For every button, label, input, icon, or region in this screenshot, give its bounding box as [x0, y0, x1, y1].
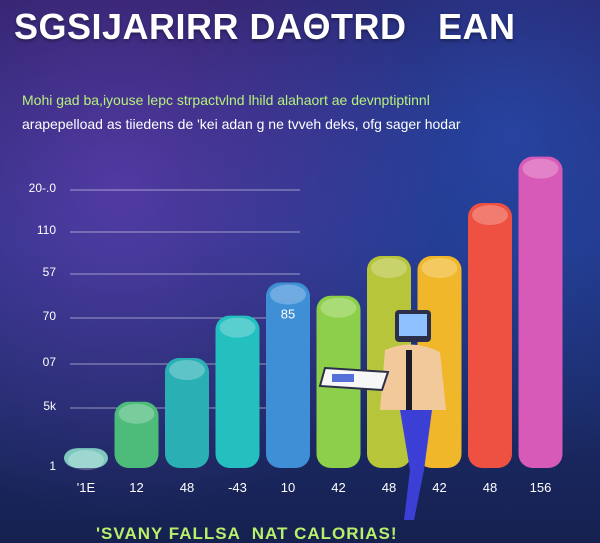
y-tick-label: 07	[43, 355, 57, 369]
x-tick-label: 48	[382, 480, 396, 495]
bar	[266, 282, 310, 468]
bar-icon	[320, 297, 357, 318]
x-tick-label: -43	[228, 480, 247, 495]
bar-icon	[68, 450, 104, 471]
x-tick-label: 48	[180, 480, 194, 495]
x-tick-label: 12	[129, 480, 143, 495]
y-tick-label: 110	[37, 223, 56, 237]
y-tick-label: 57	[43, 265, 57, 279]
bar	[114, 401, 159, 468]
x-tick-label: 42	[331, 480, 345, 495]
chart-footer-caption: 'SVANY FALLSA NAT CALORIAS!	[96, 524, 398, 543]
chart-title: SGSIJARIRR DAΘTRD EAN	[14, 6, 516, 47]
person-with-tablet-illustration	[318, 310, 446, 520]
bar-value-label: 85	[281, 307, 295, 322]
bar	[215, 315, 260, 468]
chart-subtitle-line2: arapepelload as tiiedens de 'kei adan g …	[22, 116, 461, 132]
bar	[518, 156, 563, 468]
x-tick-label: 10	[281, 480, 295, 495]
bar-icon	[421, 258, 458, 278]
bar-value-labels: 85	[281, 307, 295, 322]
x-axis-ticks: '1E 12 48 -43 10 42 48 42 48 156	[77, 480, 552, 495]
y-tick-label: 1	[49, 459, 56, 473]
x-tick-label: '1E	[77, 480, 96, 495]
y-tick-label: 70	[43, 309, 57, 323]
bars	[64, 156, 563, 471]
y-tick-label: 20-.0	[29, 181, 57, 195]
bar-icon	[472, 205, 508, 225]
bar-icon	[371, 258, 407, 278]
bar	[165, 358, 209, 468]
bar-icon	[169, 360, 205, 381]
bar-icon	[270, 284, 306, 305]
x-tick-label: 42	[432, 480, 446, 495]
bar	[64, 448, 108, 468]
x-tick-label: 48	[483, 480, 497, 495]
grid-lines	[70, 189, 300, 409]
y-tick-label: 5k	[43, 399, 57, 413]
bar-icon	[219, 317, 256, 338]
bar-icon	[118, 403, 155, 424]
bar	[468, 203, 512, 468]
x-tick-label: 156	[530, 480, 552, 495]
chart-subtitle-line1: Mohi gad ba,iyouse lepc strpactvlnd lhil…	[22, 92, 430, 108]
y-axis-ticks: 20-.0 110 57 70 07 5k 1	[29, 181, 57, 473]
bar-icon	[522, 158, 559, 179]
